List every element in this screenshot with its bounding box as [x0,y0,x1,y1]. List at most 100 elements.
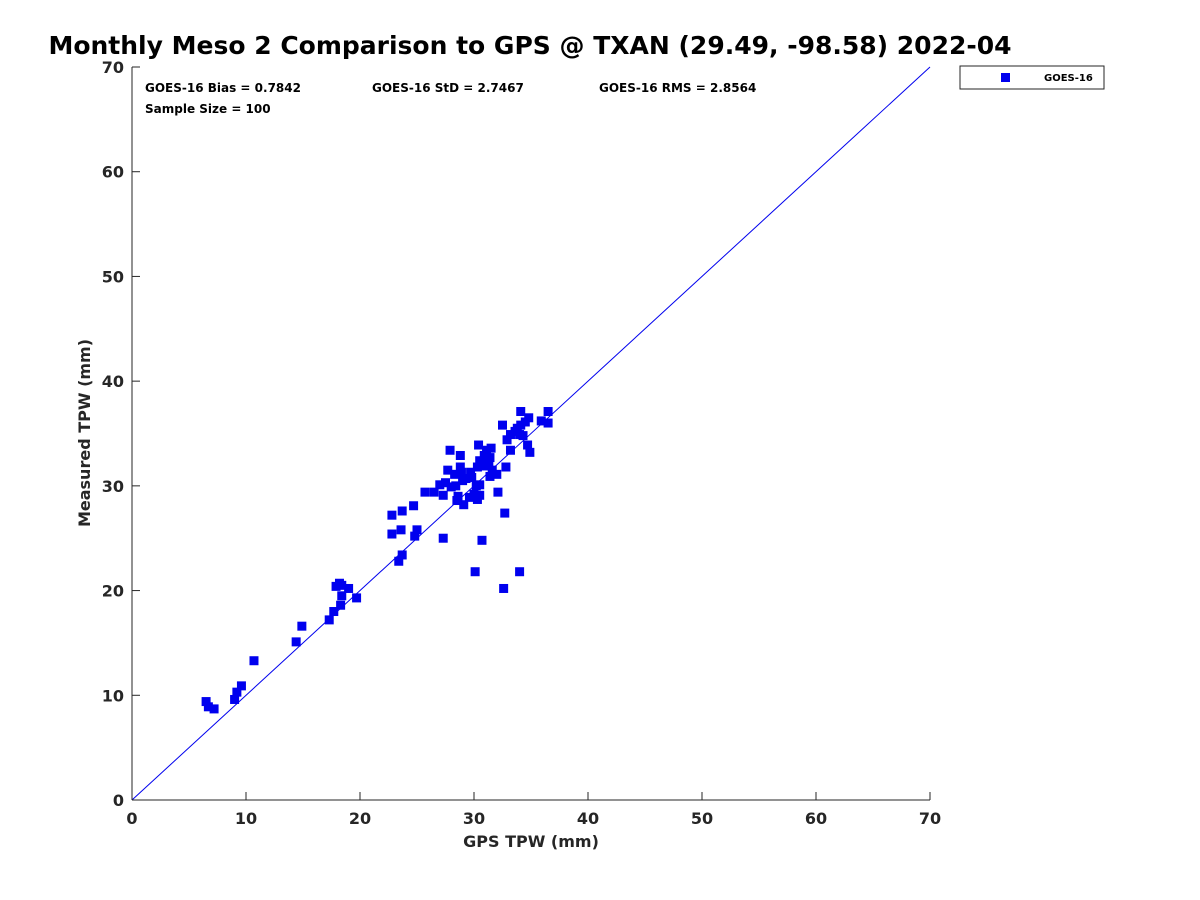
data-point [499,583,509,593]
data-point [249,656,259,666]
data-point [396,525,406,535]
data-point [203,702,213,712]
y-tick-label: 70 [102,58,124,77]
data-point [501,462,511,472]
data-point [412,525,422,535]
std-annotation: GOES-16 StD = 2.7467 [372,81,524,95]
y-tick-label: 50 [102,267,124,286]
legend-box [959,65,1105,90]
y-tick-label: 20 [102,582,124,601]
data-point [505,445,515,455]
data-point [543,407,553,417]
legend: GOES-16 [959,65,1105,90]
data-point [479,450,489,460]
data-point [466,467,476,477]
data-point [387,510,397,520]
data-point [397,506,407,516]
data-point [477,535,487,545]
data-point [487,465,497,475]
data-point [469,489,479,499]
x-tick-label: 50 [691,809,713,828]
data-point [459,500,469,510]
data-point [455,462,465,472]
y-axis-ticks: 0 10 20 30 40 50 60 70 [102,58,140,810]
data-point [337,580,347,590]
data-point [485,471,495,481]
data-point [493,487,503,497]
data-point [336,600,346,610]
data-point [445,445,455,455]
data-point [467,472,477,482]
y-tick-label: 40 [102,372,124,391]
data-point [451,481,461,491]
data-point [518,431,528,441]
data-point [352,593,362,603]
data-point [453,491,463,501]
data-point [543,418,553,428]
data-point [464,492,474,502]
x-tick-label: 40 [577,809,599,828]
data-point [201,697,211,707]
data-point [387,529,397,539]
data-point [446,482,456,492]
data-point [486,443,496,453]
data-point [291,637,301,647]
x-axis-ticks: 0 10 20 30 40 50 60 70 [126,792,941,828]
data-point [443,465,453,475]
y-tick-label: 0 [113,791,124,810]
data-point [525,447,535,457]
data-point [482,445,492,455]
legend-marker-icon [1001,73,1010,82]
data-point [502,435,512,445]
data-point [475,480,485,490]
x-tick-label: 10 [235,809,257,828]
data-point [470,567,480,577]
x-axis-label: GPS TPW (mm) [463,832,599,851]
data-point [329,607,339,617]
reference-line-group [131,66,931,801]
data-point [236,681,246,691]
data-point [441,478,450,488]
rms-annotation: GOES-16 RMS = 2.8564 [599,81,756,95]
data-point [410,531,420,541]
data-point [450,469,460,479]
data-point [230,694,240,704]
data-point [492,469,502,479]
data-point [456,467,466,477]
data-point [524,413,534,423]
data-point [409,501,419,511]
data-point [337,591,347,601]
data-points [201,407,553,714]
data-point [474,440,484,450]
sample-size-annotation: Sample Size = 100 [145,102,271,116]
legend-label: GOES-16 [1044,73,1093,84]
data-point [455,450,465,460]
data-point [344,583,354,593]
y-tick-label: 10 [102,686,124,705]
bias-annotation: GOES-16 Bias = 0.7842 [145,81,301,95]
data-point [324,615,334,625]
data-point [461,474,471,484]
data-point [516,407,526,417]
data-point [209,704,219,714]
data-point [498,420,507,430]
y-tick-label: 60 [102,163,124,182]
data-point [485,453,495,463]
data-point [429,487,439,497]
x-tick-label: 70 [919,809,941,828]
data-point [500,508,510,518]
data-point [515,567,525,577]
data-point [516,420,526,430]
data-point [435,480,445,490]
data-point [438,490,448,500]
x-tick-label: 20 [349,809,371,828]
data-point [438,533,448,543]
x-tick-label: 0 [126,809,137,828]
data-point [232,687,242,697]
x-tick-label: 60 [805,809,827,828]
y-tick-label: 30 [102,477,124,496]
one-to-one-reference-line [131,66,931,801]
y-axis-label: Measured TPW (mm) [75,339,94,527]
chart-title: Monthly Meso 2 Comparison to GPS @ TXAN … [48,31,1011,60]
